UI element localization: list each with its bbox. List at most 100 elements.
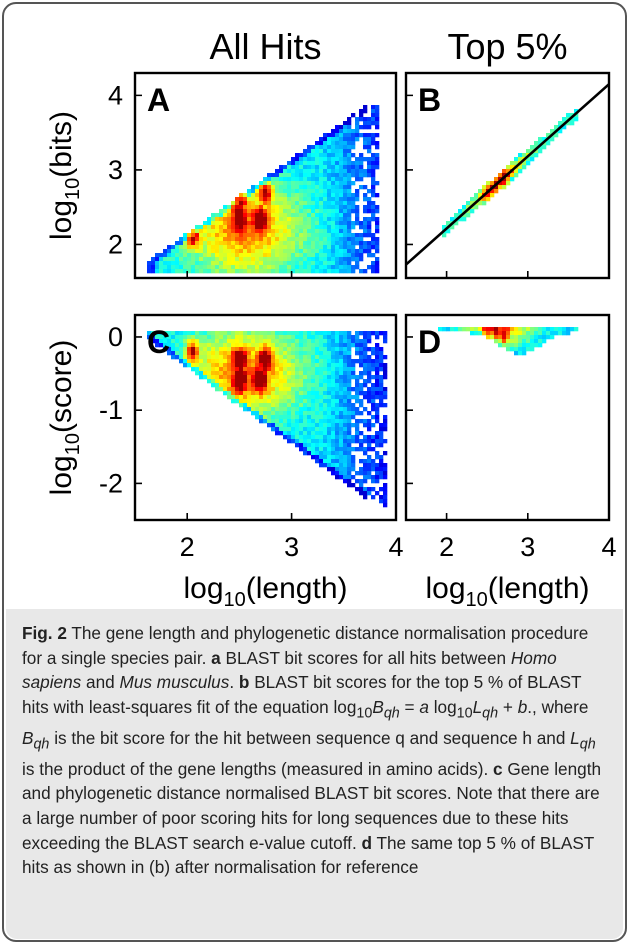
- heat-cell-c-61: [155, 335, 160, 340]
- heat-cell-c-293: [219, 351, 224, 356]
- heat-cell-a-348: [335, 189, 340, 194]
- heat-cell-c-528: [375, 367, 380, 372]
- heat-cell-c-136: [231, 339, 236, 344]
- heat-cell-c-711: [243, 387, 248, 392]
- heat-cell-a-243: [359, 173, 364, 178]
- heat-cell-a-163: [343, 161, 348, 166]
- heat-cell-c-574: [375, 371, 380, 376]
- heat-cell-c-598: [287, 375, 292, 380]
- heat-cell-a-522: [339, 209, 344, 214]
- heat-cell-a-337: [291, 189, 296, 194]
- heat-cell-d-55: [550, 331, 555, 336]
- heat-cell-a-995: [171, 253, 176, 258]
- heat-cell-c-983: [383, 415, 388, 420]
- heat-cell-a-764: [283, 233, 288, 238]
- heat-cell-a-647: [355, 221, 360, 226]
- heat-cell-a-1098: [375, 257, 380, 262]
- heat-cell-c-332: [171, 355, 176, 360]
- heat-cell-c-85: [251, 335, 256, 340]
- heat-cell-a-1201: [339, 265, 344, 270]
- heat-cell-c-2: [155, 331, 160, 336]
- heat-cell-c-686: [303, 383, 308, 388]
- heat-cell-c-362: [291, 355, 296, 360]
- heat-cell-a-333: [275, 189, 280, 194]
- heat-cell-c-685: [299, 383, 304, 388]
- heat-cell-c-329: [371, 351, 376, 356]
- heat-cell-d-28: [550, 327, 555, 332]
- heat-cell-a-1050: [171, 257, 176, 262]
- heat-cell-c-269: [335, 347, 340, 352]
- heat-cell-c-104: [327, 335, 332, 340]
- heat-cell-a-1059: [207, 257, 212, 262]
- heat-cell-a-801: [235, 237, 240, 242]
- heat-cell-a-1036: [335, 253, 340, 258]
- heat-cell-c-1112: [287, 439, 292, 444]
- heat-cell-c-739: [355, 387, 360, 392]
- heat-cell-a-624: [263, 221, 268, 226]
- xtick-label-c-0: 2: [180, 532, 195, 562]
- heat-cell-a-439: [303, 201, 308, 206]
- heat-cell-d-0: [438, 327, 443, 332]
- heat-cell-a-32: [367, 125, 372, 130]
- heat-cell-d-54: [546, 331, 551, 336]
- heat-cell-d-13: [490, 327, 495, 332]
- heat-cell-c-1214: [363, 459, 368, 464]
- heat-cell-a-623: [259, 221, 264, 226]
- heat-cell-a-545: [267, 213, 272, 218]
- heat-cell-d-5: [458, 327, 463, 332]
- heat-cell-a-199: [291, 169, 296, 174]
- heat-cell-b-71: [510, 177, 515, 182]
- heat-cell-c-300: [247, 351, 252, 356]
- heat-cell-a-162: [339, 161, 344, 166]
- heat-cell-c-395: [227, 359, 232, 364]
- heat-cell-c-888: [351, 403, 356, 408]
- heat-cell-a-503: [263, 209, 268, 214]
- heat-cell-c-195: [247, 343, 252, 348]
- heat-cell-a-106: [339, 149, 344, 154]
- heat-cell-c-1244: [375, 467, 380, 472]
- heat-cell-c-1223: [339, 463, 344, 468]
- heat-cell-b-87: [490, 189, 495, 194]
- heat-cell-a-765: [287, 233, 292, 238]
- heat-cell-a-958: [243, 249, 248, 254]
- heat-cell-c-92: [279, 335, 284, 340]
- heat-cell-a-1025: [291, 253, 296, 258]
- heat-cell-a-533: [219, 213, 224, 218]
- heat-cell-a-11: [347, 117, 352, 122]
- heat-cell-c-74: [207, 335, 212, 340]
- heat-cell-c-449: [243, 363, 248, 368]
- heat-cell-c-1137: [295, 443, 300, 448]
- heat-cell-a-597: [323, 217, 328, 222]
- heat-cell-a-540: [247, 213, 252, 218]
- heat-cell-c-535: [211, 371, 216, 376]
- heat-cell-c-153: [299, 339, 304, 344]
- heat-cell-a-498: [243, 209, 248, 214]
- heat-cell-a-83: [311, 145, 316, 150]
- heat-cell-a-398: [275, 197, 280, 202]
- heat-cell-a-1114: [207, 261, 212, 266]
- heat-cell-d-80: [506, 339, 511, 344]
- heat-cell-c-192: [235, 343, 240, 348]
- heat-cell-a-108: [347, 149, 352, 154]
- heat-cell-d-1: [442, 327, 447, 332]
- heat-cell-a-803: [243, 237, 248, 242]
- heat-cell-a-352: [355, 189, 360, 194]
- heat-cell-c-1147: [335, 443, 340, 448]
- heat-cell-c-885: [339, 403, 344, 408]
- heat-cell-a-213: [347, 169, 352, 174]
- heat-cell-a-1075: [271, 257, 276, 262]
- heat-cell-a-473: [299, 205, 304, 210]
- heat-cell-a-1181: [259, 265, 264, 270]
- heat-cell-c-357: [271, 355, 276, 360]
- panel-label-b: B: [418, 82, 441, 118]
- heat-cell-c-864: [255, 403, 260, 408]
- heat-cell-c-120: [167, 339, 172, 344]
- heat-cell-c-156: [311, 339, 316, 344]
- heat-cell-d-58: [562, 331, 567, 336]
- heat-cell-a-151: [295, 161, 300, 166]
- xlabel-d-log: log: [425, 572, 465, 605]
- heat-cell-a-968: [283, 249, 288, 254]
- heat-cell-c-721: [283, 387, 288, 392]
- heat-cell-a-1222: [199, 269, 204, 274]
- heat-cell-a-686: [331, 225, 336, 230]
